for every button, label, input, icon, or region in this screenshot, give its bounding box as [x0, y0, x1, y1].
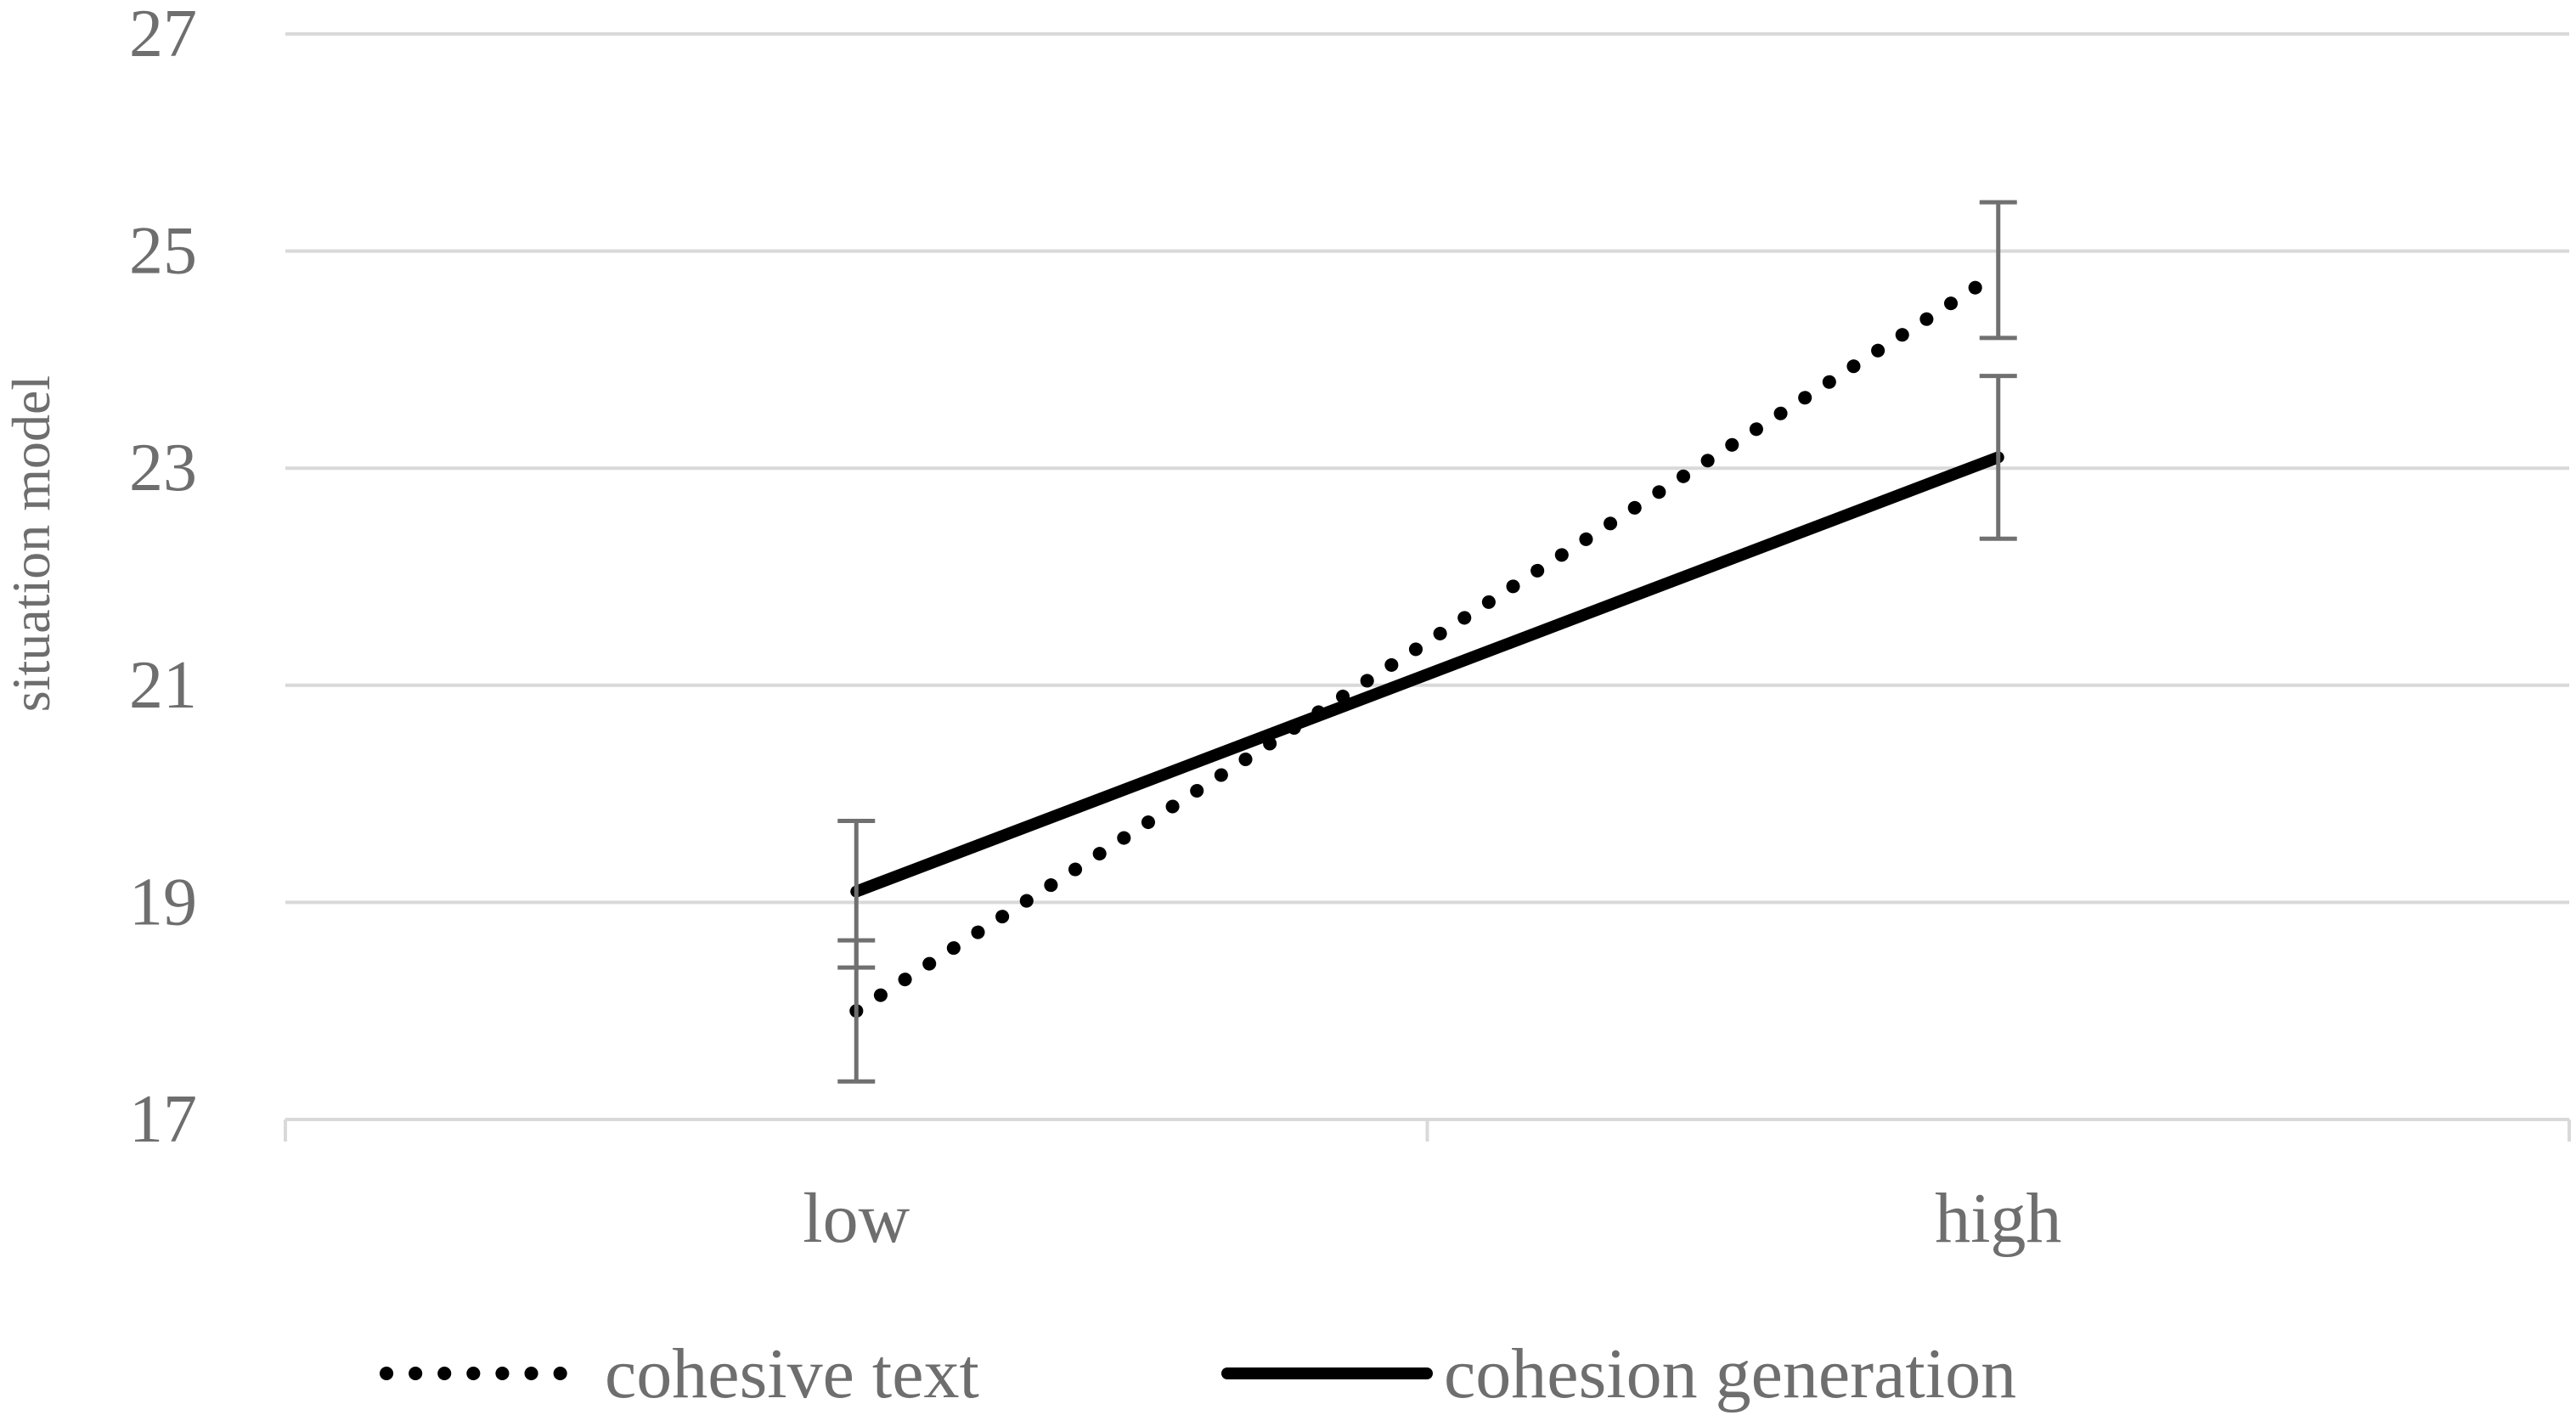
y-axis-title: situation model	[1, 375, 61, 712]
x-tick-labels: low high	[803, 1179, 2061, 1258]
y-tick-labels: 17 19 21 23 25 27	[129, 0, 197, 1157]
legend-label-cohesion-generation: cohesion generation	[1444, 1334, 2016, 1413]
y-tick-label-23: 23	[129, 431, 197, 505]
x-axis	[284, 1118, 2571, 1142]
errorbar-cohesive-text-high	[1979, 200, 2017, 341]
error-bars	[837, 200, 2017, 1084]
errorbar-cohesion-generation-high	[1979, 374, 2017, 541]
series-layer	[849, 266, 2005, 1018]
y-tick-label-25: 25	[129, 214, 197, 289]
x-tick-label-high: high	[1935, 1179, 2061, 1258]
y-tick-label-17: 17	[129, 1082, 197, 1157]
y-tick-label-21: 21	[129, 648, 197, 723]
y-tick-label-19: 19	[129, 865, 197, 939]
errorbar-cohesion-generation-low	[837, 819, 876, 970]
gridlines	[285, 32, 2569, 905]
series-line-cohesion-generation	[850, 451, 2004, 898]
legend-label-cohesive-text: cohesive text	[605, 1334, 979, 1413]
y-tick-label-27: 27	[129, 0, 197, 71]
series-line-cohesive-text	[849, 266, 2005, 1018]
x-tick-label-low: low	[803, 1179, 910, 1258]
legend: cohesive text cohesion generation	[380, 1334, 2016, 1413]
